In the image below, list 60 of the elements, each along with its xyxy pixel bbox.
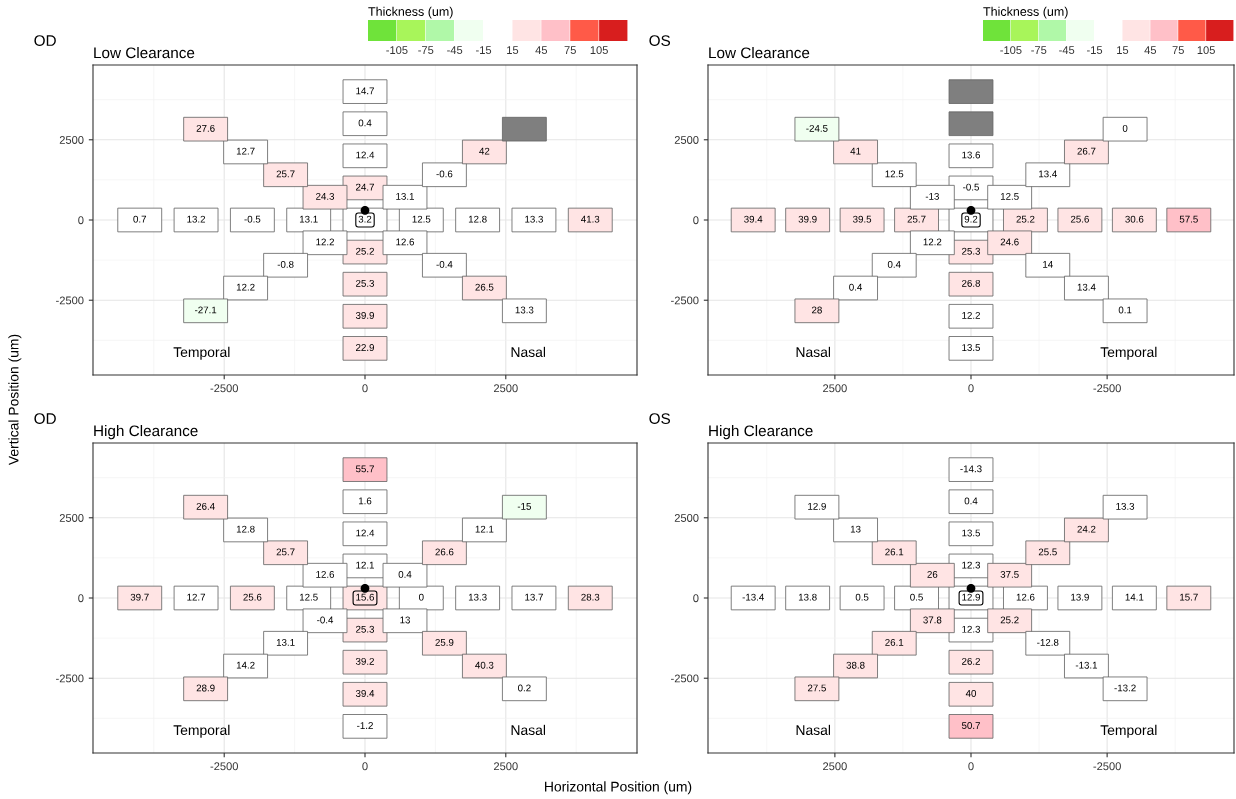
x-axis-title: Horizontal Position (um)	[545, 781, 692, 795]
chart-subtitle: Low Clearance	[709, 46, 810, 59]
color-bar-label: 105	[590, 46, 608, 55]
color-bar-label: -15	[1087, 46, 1103, 55]
x-tick-label: 2500	[493, 762, 518, 771]
color-bar-label: -75	[418, 46, 434, 55]
x-tick-label: 0	[968, 384, 974, 393]
y-tick-label: -2500	[56, 296, 84, 305]
annotation: Nasal	[511, 346, 546, 358]
annotation: Temporal	[1100, 346, 1157, 360]
color-bar-label: 15	[507, 46, 519, 55]
annotation: Temporal	[1100, 724, 1157, 738]
color-bar-label: 105	[1197, 46, 1215, 55]
chart-subtitle: Low Clearance	[94, 46, 195, 59]
chart-title: OS	[649, 413, 671, 424]
annotation: Temporal	[173, 724, 230, 738]
color-bar-label: 75	[1172, 46, 1184, 55]
annotation: Nasal	[796, 346, 831, 358]
color-bar-label: -105	[386, 46, 408, 55]
x-tick-label: 2500	[823, 384, 847, 393]
y-tick-label: 2500	[59, 136, 84, 144]
y-tick-label: 2500	[674, 136, 699, 144]
x-tick-label: 0	[362, 384, 368, 393]
y-tick-label: 0	[693, 216, 699, 225]
y-tick-label: -2500	[56, 674, 84, 683]
x-tick-label: 2500	[493, 384, 518, 393]
x-tick-label: 0	[968, 762, 974, 771]
annotation: Nasal	[796, 724, 831, 736]
chart-title: OD	[34, 35, 56, 46]
chart-subtitle: High Clearance	[94, 424, 198, 440]
x-tick-label: 0	[362, 762, 368, 771]
y-tick-label: 0	[693, 594, 699, 603]
chart-title: OD	[34, 413, 56, 424]
color-bar-label: -15	[476, 46, 492, 55]
y-tick-label: 2500	[674, 514, 699, 522]
annotation: Temporal	[173, 346, 230, 360]
x-tick-label: -2500	[1093, 762, 1121, 771]
x-tick-label: -2500	[210, 762, 238, 771]
y-tick-label: 0	[78, 216, 84, 225]
y-tick-label: 2500	[59, 514, 84, 522]
color-bar-title: Thickness (um)	[983, 6, 1068, 19]
color-bar-label: -75	[1031, 46, 1047, 55]
color-bar-label: 45	[1144, 46, 1157, 55]
x-tick-label: 2500	[823, 762, 847, 771]
annotation: Nasal	[511, 724, 546, 736]
chart-subtitle: High Clearance	[709, 424, 813, 440]
y-tick-label: -2500	[671, 674, 699, 683]
color-bar-label: 75	[564, 46, 576, 55]
x-tick-label: -2500	[1093, 384, 1121, 393]
color-bar-label: 45	[535, 46, 548, 55]
color-bar-label: -45	[1059, 46, 1075, 55]
chart-title: OS	[649, 35, 671, 46]
color-bar-label: 15	[1117, 46, 1129, 55]
y-axis-title: Vertical Position (um)	[8, 334, 22, 466]
y-tick-label: -2500	[671, 296, 699, 305]
color-bar-label: -105	[1000, 46, 1022, 55]
color-bar-title: Thickness (um)	[368, 6, 453, 19]
color-bar-label: -45	[447, 46, 463, 55]
x-tick-label: -2500	[210, 384, 238, 393]
y-tick-label: 0	[78, 594, 84, 603]
